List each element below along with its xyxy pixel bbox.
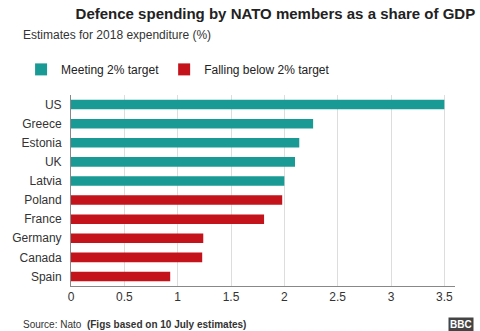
svg-text:US: US: [45, 98, 62, 112]
svg-text:Canada: Canada: [20, 251, 62, 265]
svg-text:UK: UK: [45, 155, 62, 169]
svg-text:1: 1: [174, 290, 181, 304]
svg-text:BBC: BBC: [450, 319, 472, 330]
svg-text:3.5: 3.5: [436, 290, 453, 304]
svg-text:Source: Nato (Figs based on 1: Source: Nato (Figs based on 10 July esti…: [23, 319, 246, 330]
svg-text:Falling below 2% target: Falling below 2% target: [204, 63, 329, 77]
svg-text:Latvia: Latvia: [30, 174, 62, 188]
svg-text:2: 2: [281, 290, 288, 304]
svg-text:Poland: Poland: [24, 193, 61, 207]
svg-text:0.5: 0.5: [116, 290, 133, 304]
svg-text:Germany: Germany: [12, 231, 61, 245]
svg-text:0: 0: [68, 290, 75, 304]
svg-text:Estonia: Estonia: [22, 136, 62, 150]
svg-text:Estimates for 2018 expenditure: Estimates for 2018 expenditure (%): [23, 28, 211, 42]
svg-text:2.5: 2.5: [329, 290, 346, 304]
svg-text:France: France: [24, 212, 62, 226]
svg-text:3: 3: [388, 290, 395, 304]
svg-text:Meeting 2% target: Meeting 2% target: [61, 63, 159, 77]
svg-text:1.5: 1.5: [223, 290, 240, 304]
svg-text:Defence spending by NATO membe: Defence spending by NATO members as a sh…: [76, 5, 476, 22]
svg-text:Greece: Greece: [22, 117, 62, 131]
svg-text:Spain: Spain: [31, 270, 62, 284]
